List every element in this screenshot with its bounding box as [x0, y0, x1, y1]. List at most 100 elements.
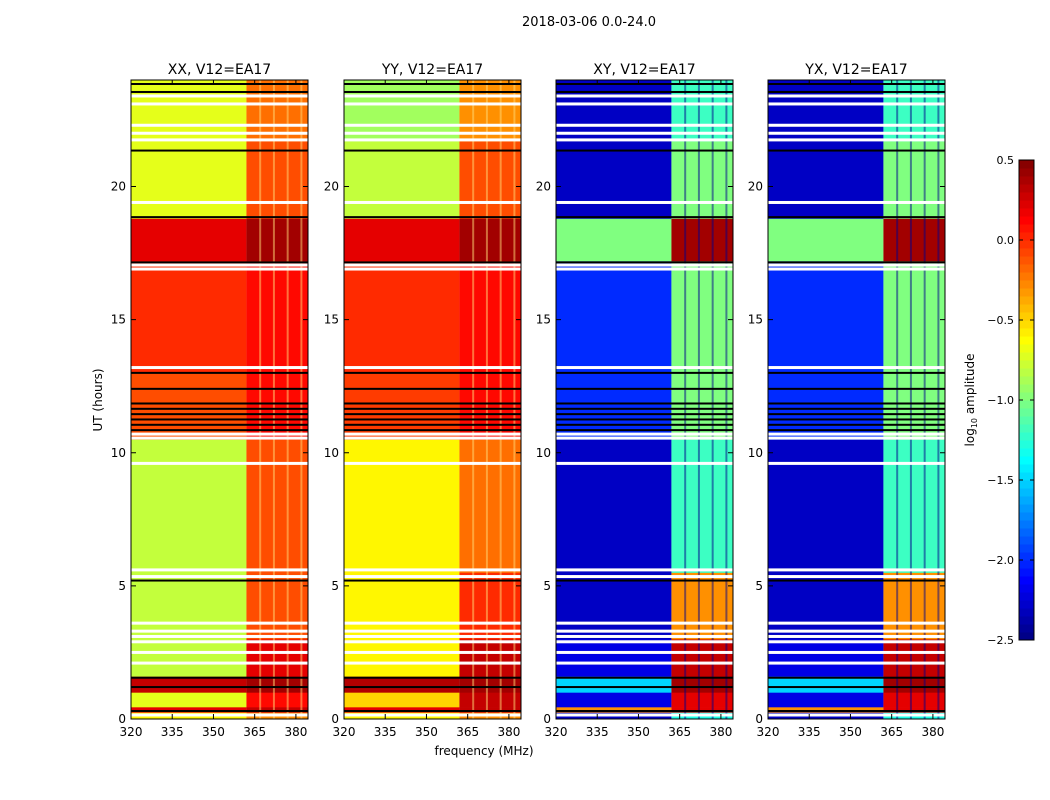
heatmap-cell — [344, 439, 460, 573]
flagged-row — [556, 436, 733, 440]
black-row — [344, 407, 521, 410]
heatmap-cell — [131, 372, 247, 440]
black-row — [556, 387, 733, 390]
y-tick-label: 0 — [543, 712, 551, 726]
colorbar-segment — [1019, 440, 1034, 449]
flagged-row — [768, 267, 945, 271]
black-row — [556, 676, 733, 679]
black-row — [768, 407, 945, 410]
x-tick-label: 320 — [333, 725, 356, 739]
flagged-row — [768, 629, 945, 633]
heatmap-panel: YX, V12=EA17 320 335 350 365 380 0 5 10 15 20 — [748, 62, 946, 739]
black-row — [131, 418, 308, 421]
colorbar-tick-label: −1.0 — [987, 394, 1014, 407]
black-row — [556, 686, 733, 689]
y-tick-label: 5 — [118, 579, 126, 593]
black-row — [556, 371, 733, 374]
colorbar-segment — [1019, 328, 1034, 337]
colorbar-segment — [1019, 352, 1034, 361]
y-tick-label: 20 — [111, 180, 126, 194]
colorbar-tick-label: −2.5 — [987, 634, 1014, 647]
black-row — [344, 413, 521, 416]
colorbar-segment — [1019, 496, 1034, 505]
flagged-row — [768, 102, 945, 106]
heatmap-cell — [246, 676, 308, 693]
flagged-row — [344, 575, 521, 579]
panel-frame — [343, 79, 522, 720]
flagged-row — [131, 621, 308, 625]
heatmap-cell — [246, 692, 308, 708]
black-row — [556, 407, 733, 410]
colorbar-segment — [1019, 200, 1034, 209]
flagged-row — [556, 575, 733, 579]
black-row — [768, 216, 945, 219]
heatmap-panel: XX, V12=EA17 320 335 350 365 380 0 5 10 15 20 — [111, 62, 309, 739]
flagged-row — [768, 366, 945, 370]
heatmap-panel: XY, V12=EA17 320 335 350 365 380 0 5 10 15 20 — [536, 62, 734, 739]
heatmap-cell — [344, 141, 460, 219]
flagged-row — [344, 102, 521, 106]
black-row — [556, 579, 733, 582]
flagged-row — [131, 634, 308, 638]
heatmap-cell — [246, 218, 308, 262]
channel-gap — [300, 80, 303, 719]
heatmap-cell — [556, 572, 672, 640]
flagged-row — [131, 200, 308, 204]
flagged-row — [556, 138, 733, 142]
channel-gap — [896, 80, 899, 719]
colorbar-segment — [1019, 168, 1034, 177]
colorbar-segment — [1019, 368, 1034, 377]
black-row — [768, 676, 945, 679]
colorbar-segment — [1019, 616, 1034, 625]
colorbar-segment — [1019, 336, 1034, 345]
channel-gap — [937, 80, 940, 719]
black-row — [768, 413, 945, 416]
colorbar-segment — [1019, 304, 1034, 313]
y-tick-label: 5 — [331, 579, 339, 593]
flagged-row — [344, 621, 521, 625]
black-row — [768, 149, 945, 152]
flagged-row — [556, 621, 733, 625]
black-row — [131, 423, 308, 426]
flagged-row — [131, 123, 308, 127]
colorbar-segment — [1019, 280, 1034, 289]
x-tick-label: 380 — [709, 725, 732, 739]
heatmap-cell — [768, 80, 884, 142]
figure-suptitle: 2018-03-06 0.0-24.0 — [522, 15, 656, 30]
black-row — [131, 216, 308, 219]
colorbar-segment — [1019, 464, 1034, 473]
colorbar-segment — [1019, 264, 1034, 273]
heatmap-cell — [344, 676, 460, 693]
heatmap-cell — [459, 141, 521, 219]
x-tick-label: 335 — [798, 725, 821, 739]
flagged-row — [556, 94, 733, 98]
panel-frame — [767, 79, 946, 720]
x-tick-label: 365 — [668, 725, 691, 739]
colorbar-segment — [1019, 504, 1034, 513]
heatmap-cell — [344, 218, 460, 262]
black-row — [556, 261, 733, 264]
heatmap-cell — [768, 692, 884, 708]
y-axis-label: UT (hours) — [91, 368, 105, 431]
black-row — [556, 402, 733, 405]
heatmap-cell — [768, 372, 884, 440]
panel-title: YY, V12=EA17 — [381, 62, 483, 78]
black-row — [131, 710, 308, 713]
heatmap-cell — [556, 639, 672, 677]
flagged-row — [344, 650, 521, 654]
heatmap-cell — [556, 218, 672, 262]
colorbar-segment — [1019, 568, 1034, 577]
flagged-row — [344, 263, 521, 267]
black-row — [344, 371, 521, 374]
black-row — [344, 261, 521, 264]
heatmap-cell — [131, 80, 247, 142]
black-row — [131, 82, 308, 85]
y-tick-label: 0 — [755, 712, 763, 726]
colorbar-segment — [1019, 632, 1034, 641]
heatmap-cell — [883, 639, 945, 677]
colorbar-tick-label: −2.0 — [987, 554, 1014, 567]
heatmap-cell — [344, 692, 460, 708]
channel-gap — [711, 80, 714, 719]
black-row — [556, 710, 733, 713]
